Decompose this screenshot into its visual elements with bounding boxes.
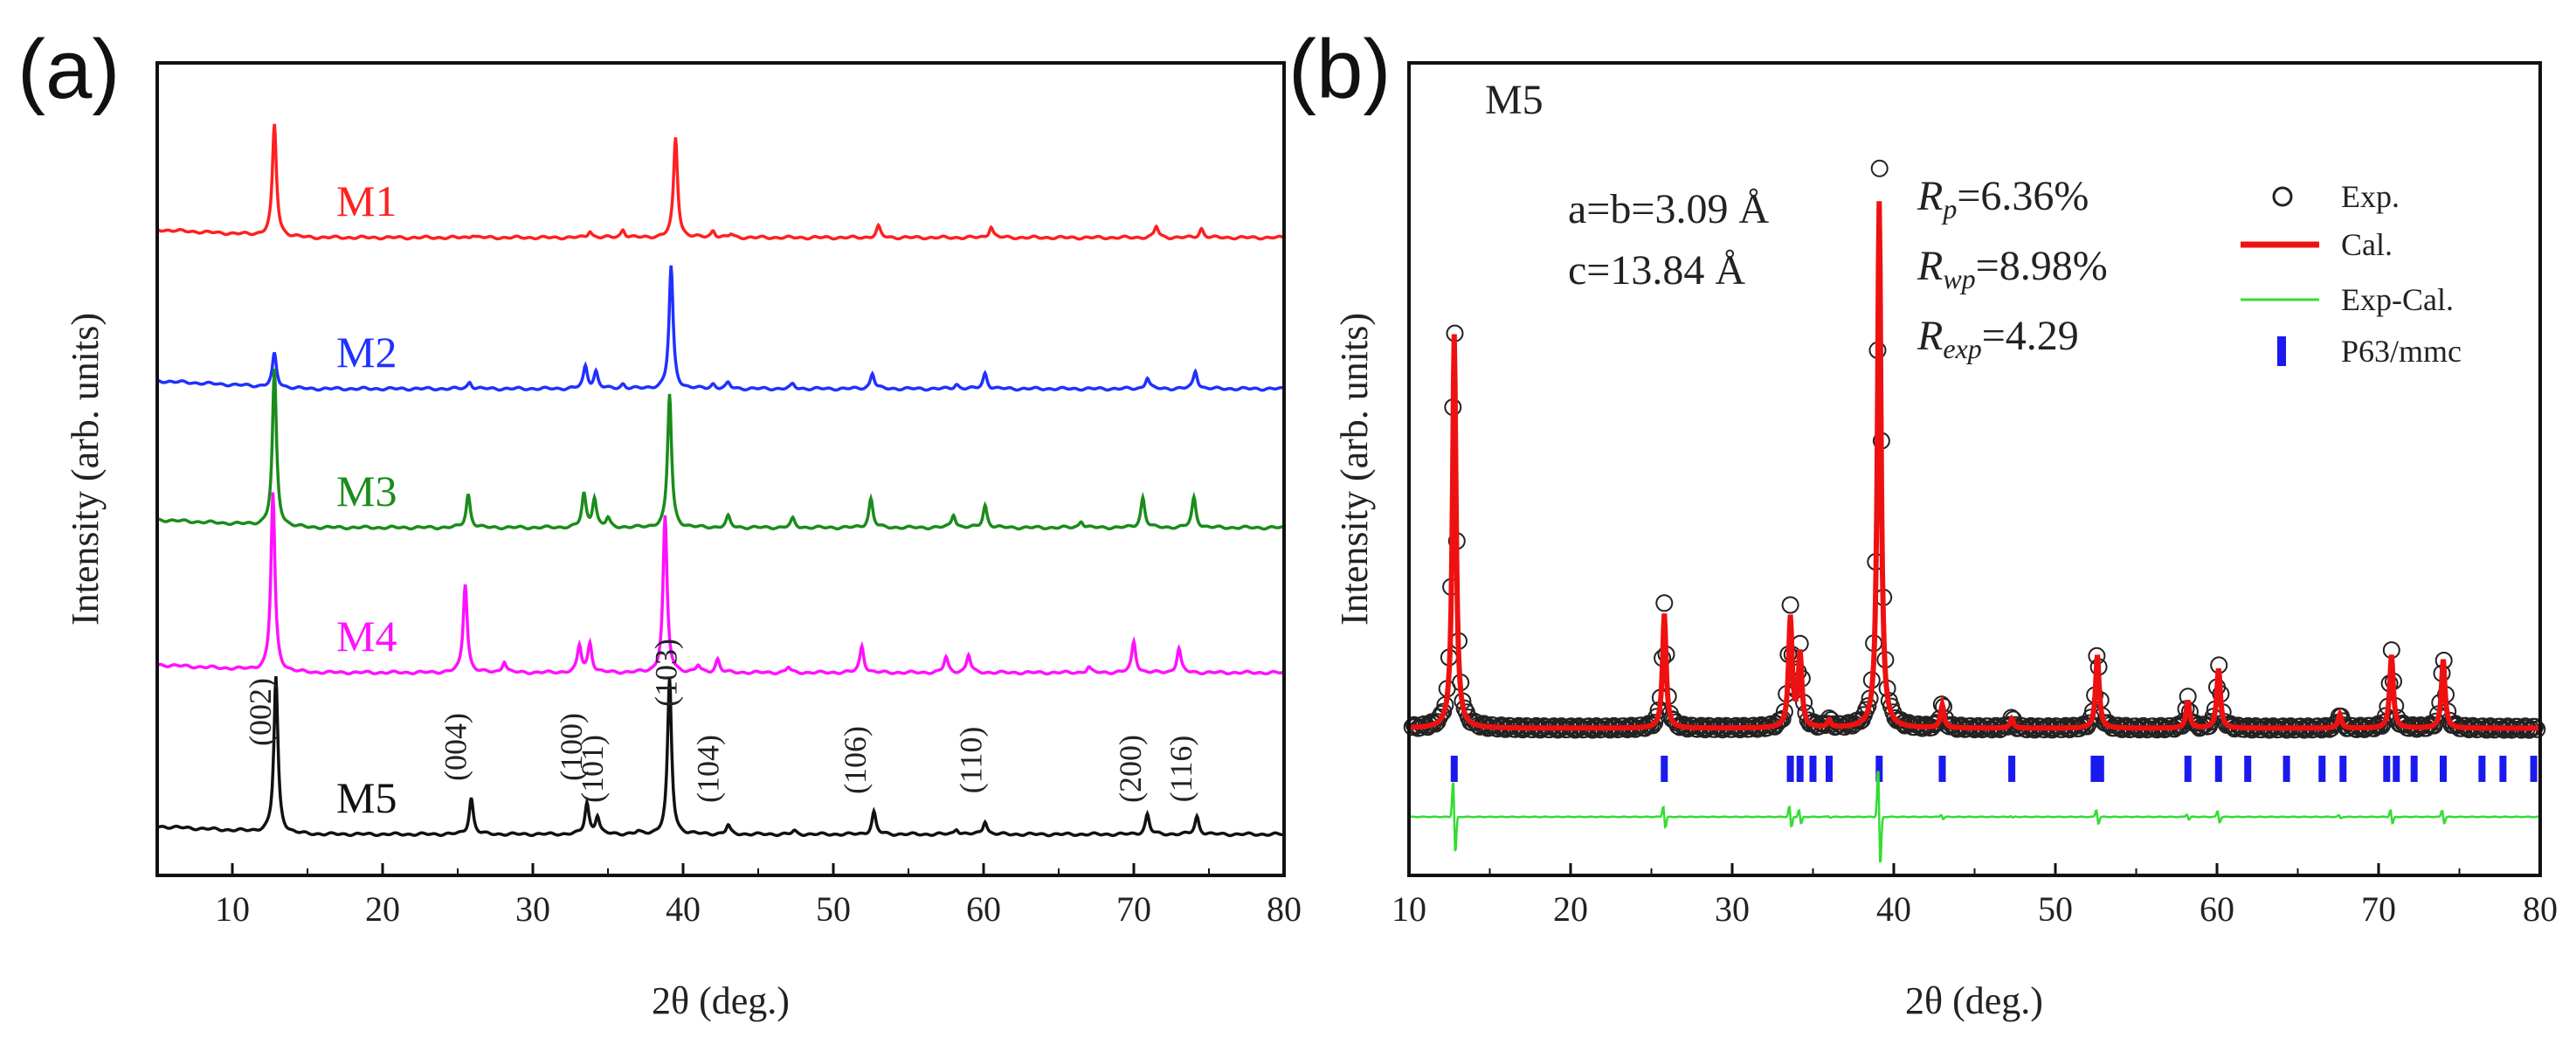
panel-b-xlabel: 2θ (deg.) [1905,979,2043,1022]
panel-a-xlabel: 2θ (deg.) [652,979,790,1022]
lattice-c: c=13.84 Å [1568,247,1745,294]
panel-b-xtick-50: 50 [2038,889,2073,929]
diff-curve [1408,771,2540,863]
legend-diff-label: Exp-Cal. [2341,282,2454,317]
bragg-tick [2282,756,2290,782]
bragg-tick [2499,756,2507,782]
bragg-tick [2440,756,2447,782]
bragg-tick [1661,756,1668,782]
panel-b-xtick-60: 60 [2200,889,2234,929]
panel-a-xtick-50: 50 [816,889,851,929]
panel-a-xtick-10: 10 [215,889,250,929]
panel-a-xtick-60: 60 [966,889,1001,929]
lattice-a: a=b=3.09 Å [1568,186,1769,232]
hkl-label-106: (106) [838,726,873,794]
panel-b-xtick-40: 40 [1876,889,1911,929]
cal-curve [1409,201,2540,731]
bragg-tick [2478,756,2486,782]
panel-b-xtick-70: 70 [2361,889,2396,929]
bragg-tick [2184,756,2192,782]
bragg-tick [2096,756,2104,782]
bragg-tick [1875,756,1883,782]
panel-a-label: (a) [17,23,120,116]
legend-cal-label: Cal. [2341,227,2393,262]
panel-b-ylabel: Intensity (arb. units) [1333,313,1376,626]
panel-b-frame [1407,61,2542,877]
legend-exp-marker [2272,186,2293,207]
bragg-tick [2383,756,2391,782]
bragg-tick [1450,756,1458,782]
panel-b-xtick-20: 20 [1553,889,1588,929]
panel-a-xtick-20: 20 [365,889,400,929]
panel-a-series-M1 [156,123,1285,241]
bragg-tick [2410,756,2418,782]
panel-b-sample-title: M5 [1485,77,1544,123]
hkl-label-200: (200) [1113,735,1148,803]
bragg-tick [2393,756,2400,782]
bragg-tick [2339,756,2347,782]
hkl-label-110: (110) [953,727,988,794]
panel-a-series-label-M5: M5 [336,773,397,822]
bragg-tick [2008,756,2016,782]
exp-point [1655,594,1674,612]
hkl-label-104: (104) [690,735,725,803]
hkl-label-004: (004) [438,713,473,781]
bragg-tick [2214,756,2222,782]
panel-b-xtick-30: 30 [1715,889,1750,929]
panel-b-xtick-10: 10 [1392,889,1426,929]
bragg-tick [1786,756,1794,782]
hkl-label-116: (116) [1164,736,1198,803]
legend-bragg-label: P63/mmc [2341,334,2462,369]
bragg-tick [1826,756,1833,782]
hkl-label-100: (100) [554,713,589,781]
stat-rwp: Rwp=8.98% [1916,243,2108,294]
bragg-tick [1809,756,1817,782]
panel-a-xtick-40: 40 [666,889,701,929]
panel-a-frame [155,61,1286,877]
panel-a-series-M3 [157,368,1285,531]
hkl-label-002: (002) [243,678,278,746]
bragg-tick [2244,756,2252,782]
panel-a-series-M4 [156,492,1285,676]
bragg-tick [1938,756,1946,782]
bragg-tick [2530,756,2538,782]
exp-point [1768,715,1786,733]
panel-a-series-label-M1: M1 [336,176,397,225]
panel-a-series-M2 [156,265,1285,392]
hkl-label-103: (103) [648,639,683,707]
exp-point [1870,159,1889,177]
legend-exp-label: Exp. [2341,179,2400,214]
panel-b-xtick-80: 80 [2523,889,2558,929]
bragg-tick [2318,756,2326,782]
panel-a-series-M5 [157,676,1285,838]
legend-bragg-marker [2277,336,2286,366]
legend: Exp. Cal. Exp-Cal. P63/mmc [2241,179,2462,369]
panel-a-xtick-30: 30 [515,889,550,929]
panel-a-series-label-M4: M4 [336,612,397,660]
panel-a-series-label-M3: M3 [336,467,397,515]
stat-rp: Rp=6.36% [1916,173,2089,225]
panel-a-series-label-M2: M2 [336,328,397,377]
exp-point [1781,596,1799,614]
bragg-tick [2090,756,2098,782]
panel-b: (b) 10 20 30 40 50 60 70 80 Intensity (arb. uni… [1288,23,2558,1022]
stat-rexp: Rexp=4.29 [1916,313,2079,364]
hkl-label-101: (101) [575,735,610,803]
panel-b-label: (b) [1288,23,1391,116]
panel-a-xtick-70: 70 [1116,889,1151,929]
bragg-tick [1796,756,1804,782]
panel-a-xtick-80: 80 [1267,889,1302,929]
panel-a: (a) 10 20 30 40 50 60 70 80 M1 M2 M3 M4 M5 (002) (004)… [17,23,1302,1022]
panel-a-ylabel: Intensity (arb. units) [64,313,107,626]
